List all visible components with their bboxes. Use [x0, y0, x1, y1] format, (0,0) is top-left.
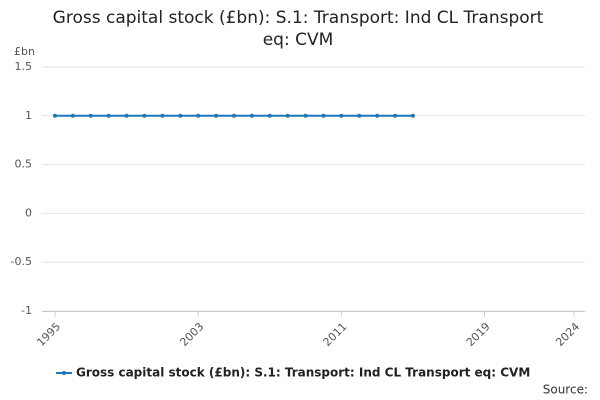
data-point: [142, 113, 147, 118]
data-point: [267, 113, 272, 118]
y-tick-label: 0.5: [15, 158, 33, 171]
data-point: [357, 113, 362, 118]
data-point: [339, 113, 344, 118]
x-tick-label: 2011: [321, 320, 350, 349]
data-point: [53, 113, 57, 118]
data-point: [231, 113, 236, 118]
data-point: [88, 113, 93, 118]
y-tick-label: 1.5: [15, 60, 33, 73]
data-point: [214, 113, 219, 118]
y-axis-label: £bn: [14, 45, 35, 58]
data-point: [178, 113, 183, 118]
x-tick-label: 2003: [177, 320, 206, 349]
source: Source:: [543, 383, 588, 397]
legend-swatch-point: [62, 371, 66, 375]
y-tick-label: -0.5: [11, 255, 32, 268]
x-tick-label: 1995: [34, 320, 63, 349]
data-point: [124, 113, 129, 118]
chart-title: Gross capital stock (£bn): S.1: Transpor…: [53, 8, 544, 28]
y-tick-label: 1: [25, 109, 32, 122]
data-point: [321, 113, 326, 118]
x-tick-label: 2019: [464, 320, 493, 349]
data-point: [393, 113, 398, 118]
data-point: [375, 113, 380, 118]
data-point: [410, 113, 415, 118]
data-point: [160, 113, 165, 118]
legend-label: Gross capital stock (£bn): S.1: Transpor…: [76, 366, 530, 380]
chart-title: eq: CVM: [263, 30, 334, 50]
data-point: [106, 113, 111, 118]
data-point: [303, 113, 308, 118]
y-tick-label: -1: [21, 304, 32, 317]
y-tick-label: 0: [25, 206, 32, 219]
data-point: [196, 113, 201, 118]
data-point: [285, 113, 290, 118]
data-point: [249, 113, 254, 118]
data-point: [70, 113, 75, 118]
x-tick-label: 2024: [553, 320, 582, 349]
